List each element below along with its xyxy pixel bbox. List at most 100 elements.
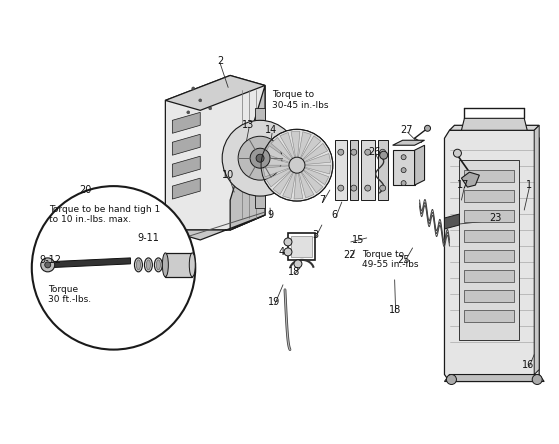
Polygon shape <box>449 125 539 130</box>
Text: 1: 1 <box>526 180 532 190</box>
Polygon shape <box>172 112 200 133</box>
Polygon shape <box>172 134 200 155</box>
Circle shape <box>209 107 212 110</box>
Polygon shape <box>291 236 312 257</box>
Ellipse shape <box>144 258 153 272</box>
Polygon shape <box>444 375 544 381</box>
Polygon shape <box>165 215 265 240</box>
Polygon shape <box>172 156 200 177</box>
Polygon shape <box>172 178 200 199</box>
Polygon shape <box>461 118 527 130</box>
Polygon shape <box>265 146 291 163</box>
Ellipse shape <box>162 253 168 277</box>
Polygon shape <box>165 75 265 230</box>
Circle shape <box>351 149 357 155</box>
Polygon shape <box>361 140 375 200</box>
Polygon shape <box>46 258 130 268</box>
Polygon shape <box>301 136 321 159</box>
Ellipse shape <box>154 258 162 272</box>
Polygon shape <box>230 85 265 230</box>
Text: Torque to
49-55 in.-lbs: Torque to 49-55 in.-lbs <box>362 250 418 270</box>
Text: 13: 13 <box>242 120 254 130</box>
Polygon shape <box>444 214 459 229</box>
Circle shape <box>338 185 344 191</box>
Polygon shape <box>465 310 514 322</box>
Polygon shape <box>263 166 290 177</box>
Text: 20: 20 <box>79 185 92 195</box>
Circle shape <box>187 111 190 114</box>
Ellipse shape <box>190 253 195 277</box>
Polygon shape <box>350 140 358 200</box>
Polygon shape <box>461 172 480 187</box>
Circle shape <box>32 186 195 349</box>
Polygon shape <box>465 290 514 302</box>
Circle shape <box>364 149 371 155</box>
Circle shape <box>45 262 51 268</box>
Ellipse shape <box>157 260 160 270</box>
Text: 18: 18 <box>389 305 401 315</box>
Text: Torque to
30-45 in.-lbs: Torque to 30-45 in.-lbs <box>272 91 329 110</box>
Circle shape <box>380 151 387 159</box>
Polygon shape <box>378 140 387 200</box>
Text: Torque to be hand tigh 1
to 10 in.-lbs. max.: Torque to be hand tigh 1 to 10 in.-lbs. … <box>49 205 160 225</box>
Polygon shape <box>465 190 514 202</box>
Circle shape <box>351 185 357 191</box>
Polygon shape <box>291 131 300 157</box>
Polygon shape <box>271 137 292 160</box>
Polygon shape <box>263 156 289 165</box>
Text: 17: 17 <box>457 180 470 190</box>
Polygon shape <box>303 143 328 162</box>
Polygon shape <box>255 108 265 208</box>
Polygon shape <box>294 173 303 199</box>
Ellipse shape <box>136 260 140 270</box>
Circle shape <box>401 168 406 173</box>
Polygon shape <box>299 132 311 158</box>
Circle shape <box>294 260 302 268</box>
Text: 18: 18 <box>288 267 300 277</box>
Text: 9-11: 9-11 <box>138 233 159 243</box>
Polygon shape <box>305 165 331 174</box>
Polygon shape <box>304 168 329 185</box>
Circle shape <box>284 238 292 246</box>
Polygon shape <box>465 270 514 282</box>
Text: 6: 6 <box>331 210 338 220</box>
Polygon shape <box>465 250 514 262</box>
Text: 25: 25 <box>397 255 410 265</box>
Text: 9-12: 9-12 <box>40 255 61 265</box>
Circle shape <box>424 125 430 131</box>
Polygon shape <box>415 145 424 185</box>
Ellipse shape <box>146 260 150 270</box>
Circle shape <box>238 136 282 180</box>
Polygon shape <box>392 150 415 185</box>
Text: 7: 7 <box>319 195 325 205</box>
Polygon shape <box>465 230 514 242</box>
Polygon shape <box>534 125 539 375</box>
Polygon shape <box>165 75 265 111</box>
Polygon shape <box>299 172 314 198</box>
Polygon shape <box>305 154 331 164</box>
Circle shape <box>532 375 542 385</box>
Polygon shape <box>165 253 192 277</box>
Text: 4: 4 <box>279 247 285 257</box>
Text: 23: 23 <box>489 213 501 223</box>
Circle shape <box>222 120 298 196</box>
Text: 16: 16 <box>522 360 534 369</box>
Circle shape <box>284 248 292 256</box>
Circle shape <box>250 148 270 168</box>
Text: 15: 15 <box>352 235 364 245</box>
Text: 2: 2 <box>217 56 223 66</box>
Ellipse shape <box>135 258 143 272</box>
Polygon shape <box>280 132 295 158</box>
Text: 10: 10 <box>222 170 234 180</box>
Circle shape <box>447 375 457 385</box>
Polygon shape <box>459 160 519 340</box>
Polygon shape <box>301 170 323 193</box>
Text: 3: 3 <box>312 230 318 240</box>
Circle shape <box>380 149 386 155</box>
Circle shape <box>41 258 55 272</box>
Circle shape <box>338 149 344 155</box>
Polygon shape <box>444 130 539 381</box>
Text: 22: 22 <box>344 250 356 260</box>
Text: 14: 14 <box>265 125 277 135</box>
Text: 27: 27 <box>400 125 413 135</box>
